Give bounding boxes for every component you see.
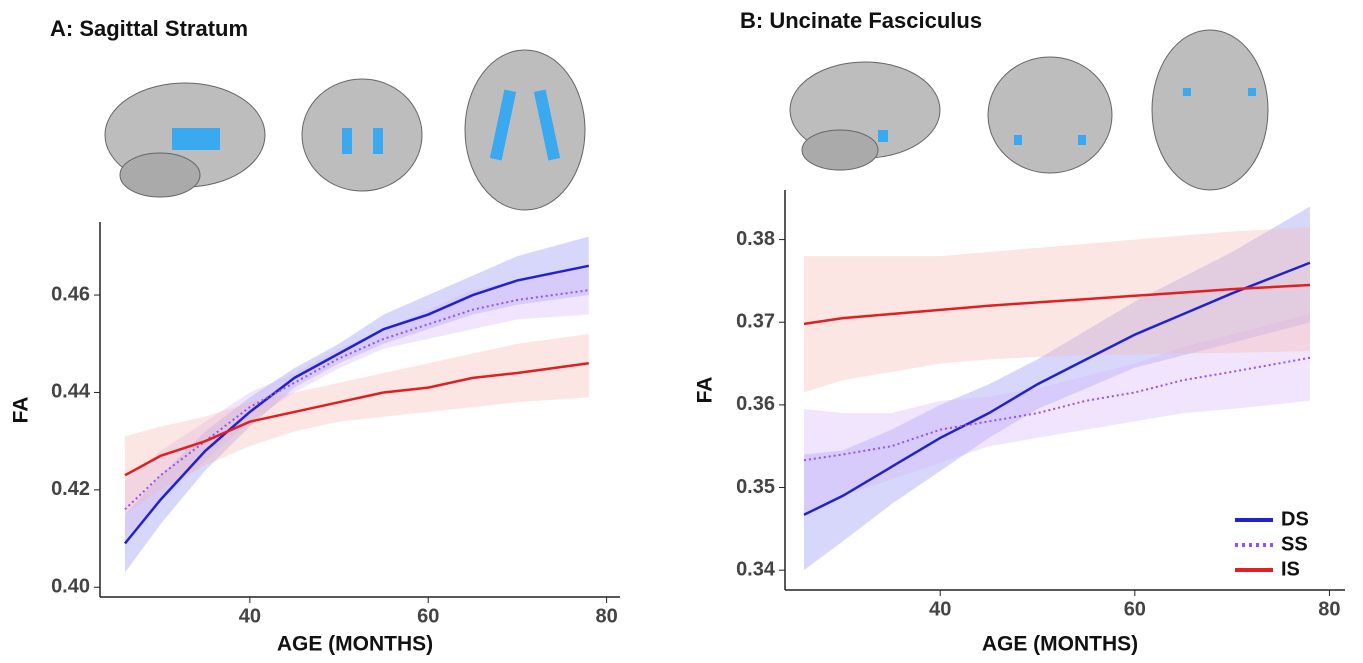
y-tick-label: 0.44 <box>51 381 91 403</box>
x-tick-label: 40 <box>929 598 951 620</box>
y-tick-label: 0.34 <box>736 558 776 580</box>
figure: A: Sagittal Stratum 0.40 0.42 0.44 0.46 40 60 8… <box>0 0 1363 663</box>
x-axis-label: AGE (MONTHS) <box>277 633 433 656</box>
brain-images-a <box>105 50 585 210</box>
x-tick-label: 80 <box>1318 598 1340 620</box>
y-tick-label: 0.35 <box>736 476 775 498</box>
x-tick-label: 40 <box>239 605 261 627</box>
y-tick-label: 0.46 <box>51 283 90 305</box>
legend-label: IS <box>1281 558 1300 580</box>
y-tick-label: 0.40 <box>51 576 90 598</box>
y-tick-label: 0.38 <box>736 228 775 250</box>
brain-images-b <box>790 30 1268 190</box>
legend-label: DS <box>1281 508 1309 530</box>
chart-title: B: Uncinate Fasciculus <box>740 8 982 33</box>
y-tick-label: 0.36 <box>736 393 775 415</box>
confidence-band <box>125 334 589 514</box>
y-axis-label: FA <box>694 377 717 404</box>
y-axis-label: FA <box>10 397 33 424</box>
x-tick-label: 80 <box>595 605 617 627</box>
chart-title: A: Sagittal Stratum <box>50 16 248 41</box>
x-axis-label: AGE (MONTHS) <box>982 633 1138 656</box>
legend-label: SS <box>1281 533 1308 555</box>
x-tick-label: 60 <box>417 605 439 627</box>
y-tick-label: 0.42 <box>51 478 90 500</box>
y-tick-label: 0.37 <box>736 311 775 333</box>
x-tick-label: 60 <box>1124 598 1146 620</box>
